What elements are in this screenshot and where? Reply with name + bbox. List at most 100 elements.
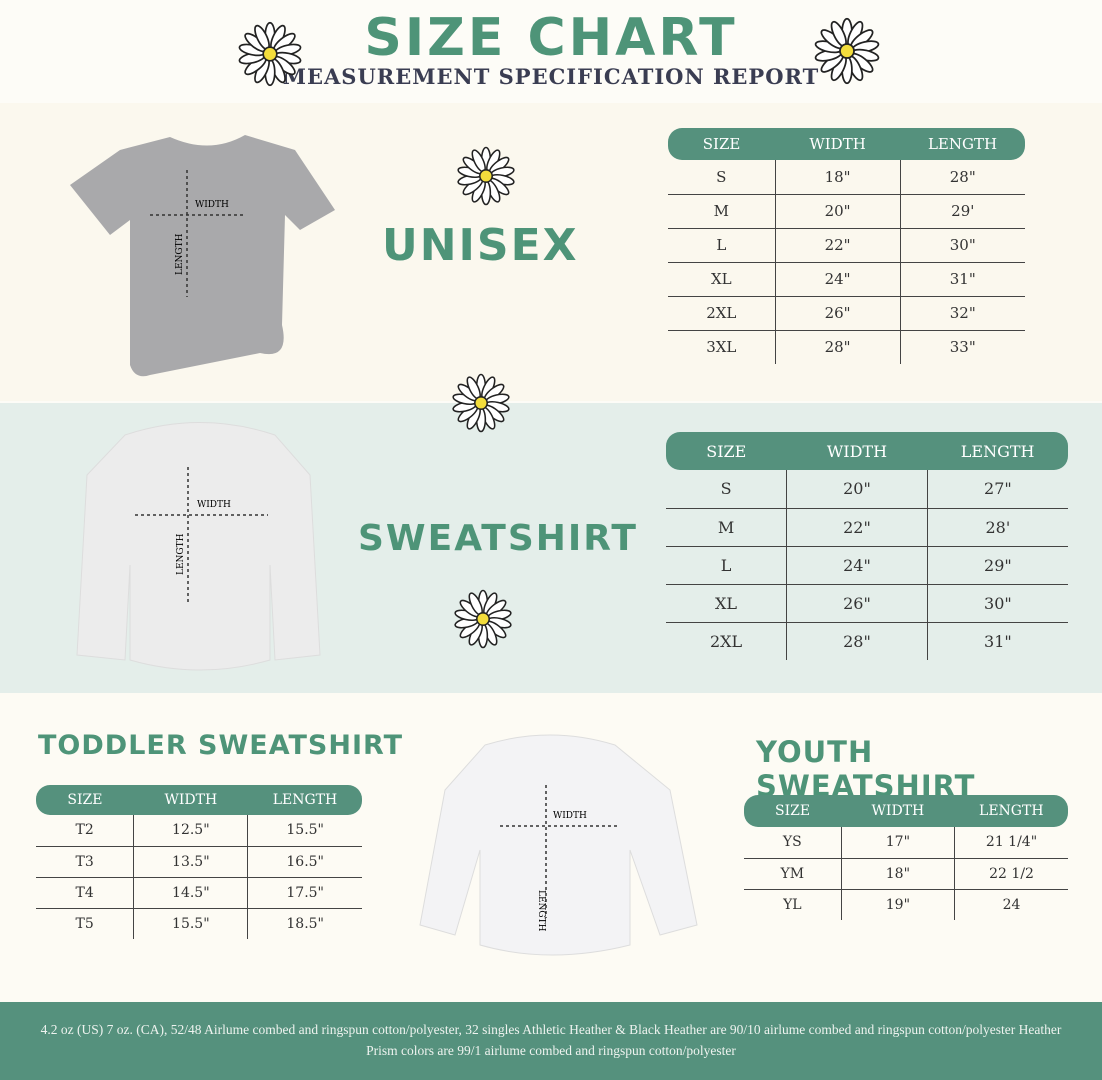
- unisex-size-table: SIZE WIDTH LENGTH S 18" 28" M 20" 29' L 22" 30" XL 24…: [668, 128, 1025, 364]
- column-header: LENGTH: [954, 795, 1068, 827]
- daisy-icon: [452, 588, 514, 650]
- table-cell: T4: [36, 877, 134, 909]
- fabric-footer: 4.2 oz (US) 7 oz. (CA), 52/48 Airlume co…: [0, 1002, 1102, 1080]
- table-header: SIZE WIDTH LENGTH: [666, 432, 1068, 470]
- table-cell: 33": [899, 330, 1025, 364]
- youth-size-table: SIZE WIDTH LENGTH YS 17" 21 1/4" YM 18" 22 1/2 YL…: [744, 795, 1068, 920]
- table-row: T2 12.5" 15.5": [36, 815, 362, 847]
- table-row: 3XL 28" 33": [668, 330, 1025, 364]
- table-row: 2XL 28" 31": [666, 622, 1068, 660]
- column-header: WIDTH: [133, 785, 248, 815]
- table-cell: 19": [840, 889, 955, 920]
- daisy-icon: [236, 20, 304, 88]
- column-header: SIZE: [668, 128, 776, 160]
- tshirt-diagram: WIDTH LENGTH: [70, 135, 335, 377]
- unisex-title: UNISEX: [382, 220, 579, 271]
- table-cell: 30": [899, 228, 1025, 263]
- column-header: SIZE: [36, 785, 134, 815]
- table-cell: 16.5": [247, 846, 362, 878]
- table-cell: 2XL: [709, 631, 743, 651]
- table-cell: YL: [783, 896, 802, 913]
- toddler-title: TODDLER SWEATSHIRT: [38, 730, 404, 761]
- table-cell: 24": [786, 546, 928, 585]
- table-row: T3 13.5" 16.5": [36, 846, 362, 878]
- table-cell: 20": [786, 470, 928, 509]
- table-row: L 24" 29": [666, 546, 1068, 585]
- daisy-icon: [450, 372, 512, 434]
- table-cell: 31": [899, 262, 1025, 297]
- table-cell: 24": [774, 262, 901, 297]
- table-cell: 30": [926, 584, 1068, 623]
- table-cell: T5: [75, 915, 94, 932]
- table-cell: 18.5": [247, 908, 362, 939]
- sweatshirt-size-table: SIZE WIDTH LENGTH S 20" 27" M 22" 28' L 24" 29" XL 26…: [666, 432, 1068, 660]
- table-row: S 18" 28": [668, 160, 1025, 195]
- table-row: YS 17" 21 1/4": [744, 827, 1068, 859]
- table-row: T5 15.5" 18.5": [36, 908, 362, 939]
- table-cell: 27": [926, 470, 1068, 509]
- column-header: WIDTH: [786, 432, 928, 470]
- page-title: SIZE CHART: [364, 8, 738, 68]
- table-cell: 32": [899, 296, 1025, 331]
- youth-title: YOUTH SWEATSHIRT: [756, 735, 976, 803]
- table-cell: 22": [786, 508, 928, 547]
- table-cell: M: [668, 194, 776, 229]
- table-cell: 15.5": [133, 908, 248, 939]
- table-cell: 28": [899, 160, 1025, 195]
- table-row: YM 18" 22 1/2: [744, 858, 1068, 890]
- table-cell: 15.5": [247, 815, 362, 847]
- sweatshirt-title: SWEATSHIRT: [358, 518, 638, 559]
- table-row: L 22" 30": [668, 228, 1025, 263]
- daisy-icon: [455, 145, 517, 207]
- table-row: M 20" 29': [668, 194, 1025, 229]
- column-header: LENGTH: [247, 785, 362, 815]
- table-cell: L: [668, 228, 776, 263]
- table-header: SIZE WIDTH LENGTH: [36, 785, 362, 815]
- column-header: SIZE: [744, 795, 842, 827]
- page-subtitle: MEASUREMENT SPECIFICATION REPORT: [282, 64, 820, 89]
- table-cell: YM: [744, 858, 842, 890]
- table-row: XL 26" 30": [666, 584, 1068, 623]
- table-row: XL 24" 31": [668, 262, 1025, 297]
- table-cell: 24: [954, 889, 1068, 920]
- table-cell: XL: [666, 584, 787, 623]
- table-cell: 31": [926, 622, 1068, 660]
- width-label: WIDTH: [197, 500, 231, 510]
- table-cell: 26": [786, 584, 928, 623]
- table-cell: M: [666, 508, 787, 547]
- table-cell: 17": [840, 827, 955, 859]
- kids-sweatshirt-diagram: WIDTH LENGTH: [419, 734, 698, 956]
- table-cell: 29': [899, 194, 1025, 229]
- column-header: WIDTH: [775, 128, 901, 160]
- table-row: S 20" 27": [666, 470, 1068, 509]
- column-header: LENGTH: [927, 432, 1068, 470]
- table-cell: T3: [36, 846, 134, 878]
- table-header: SIZE WIDTH LENGTH: [744, 795, 1068, 827]
- width-label: WIDTH: [195, 200, 229, 210]
- length-label: LENGTH: [536, 890, 546, 932]
- column-header: WIDTH: [841, 795, 955, 827]
- table-cell: 18": [840, 858, 955, 890]
- table-cell: 2XL: [668, 296, 776, 331]
- column-header: SIZE: [666, 432, 787, 470]
- table-cell: 3XL: [706, 338, 737, 357]
- table-cell: 26": [774, 296, 901, 331]
- column-header: LENGTH: [900, 128, 1025, 160]
- table-cell: 20": [774, 194, 901, 229]
- table-cell: 22 1/2: [954, 858, 1068, 890]
- table-cell: 28": [774, 330, 901, 364]
- length-label: LENGTH: [175, 233, 185, 275]
- sweatshirt-diagram: WIDTH LENGTH: [76, 422, 321, 671]
- table-cell: 12.5": [133, 815, 248, 847]
- length-label: LENGTH: [176, 533, 186, 575]
- table-cell: 14.5": [133, 877, 248, 909]
- table-cell: T2: [36, 815, 134, 847]
- table-cell: YS: [744, 827, 842, 859]
- fabric-description: 4.2 oz (US) 7 oz. (CA), 52/48 Airlume co…: [40, 1022, 1062, 1058]
- toddler-size-table: SIZE WIDTH LENGTH T2 12.5" 15.5" T3 13.5" 16.5" T…: [36, 785, 362, 939]
- table-cell: 17.5": [247, 877, 362, 909]
- table-cell: 29": [926, 546, 1068, 585]
- table-cell: 13.5": [133, 846, 248, 878]
- table-cell: 21 1/4": [954, 827, 1068, 859]
- table-cell: 28": [786, 622, 928, 660]
